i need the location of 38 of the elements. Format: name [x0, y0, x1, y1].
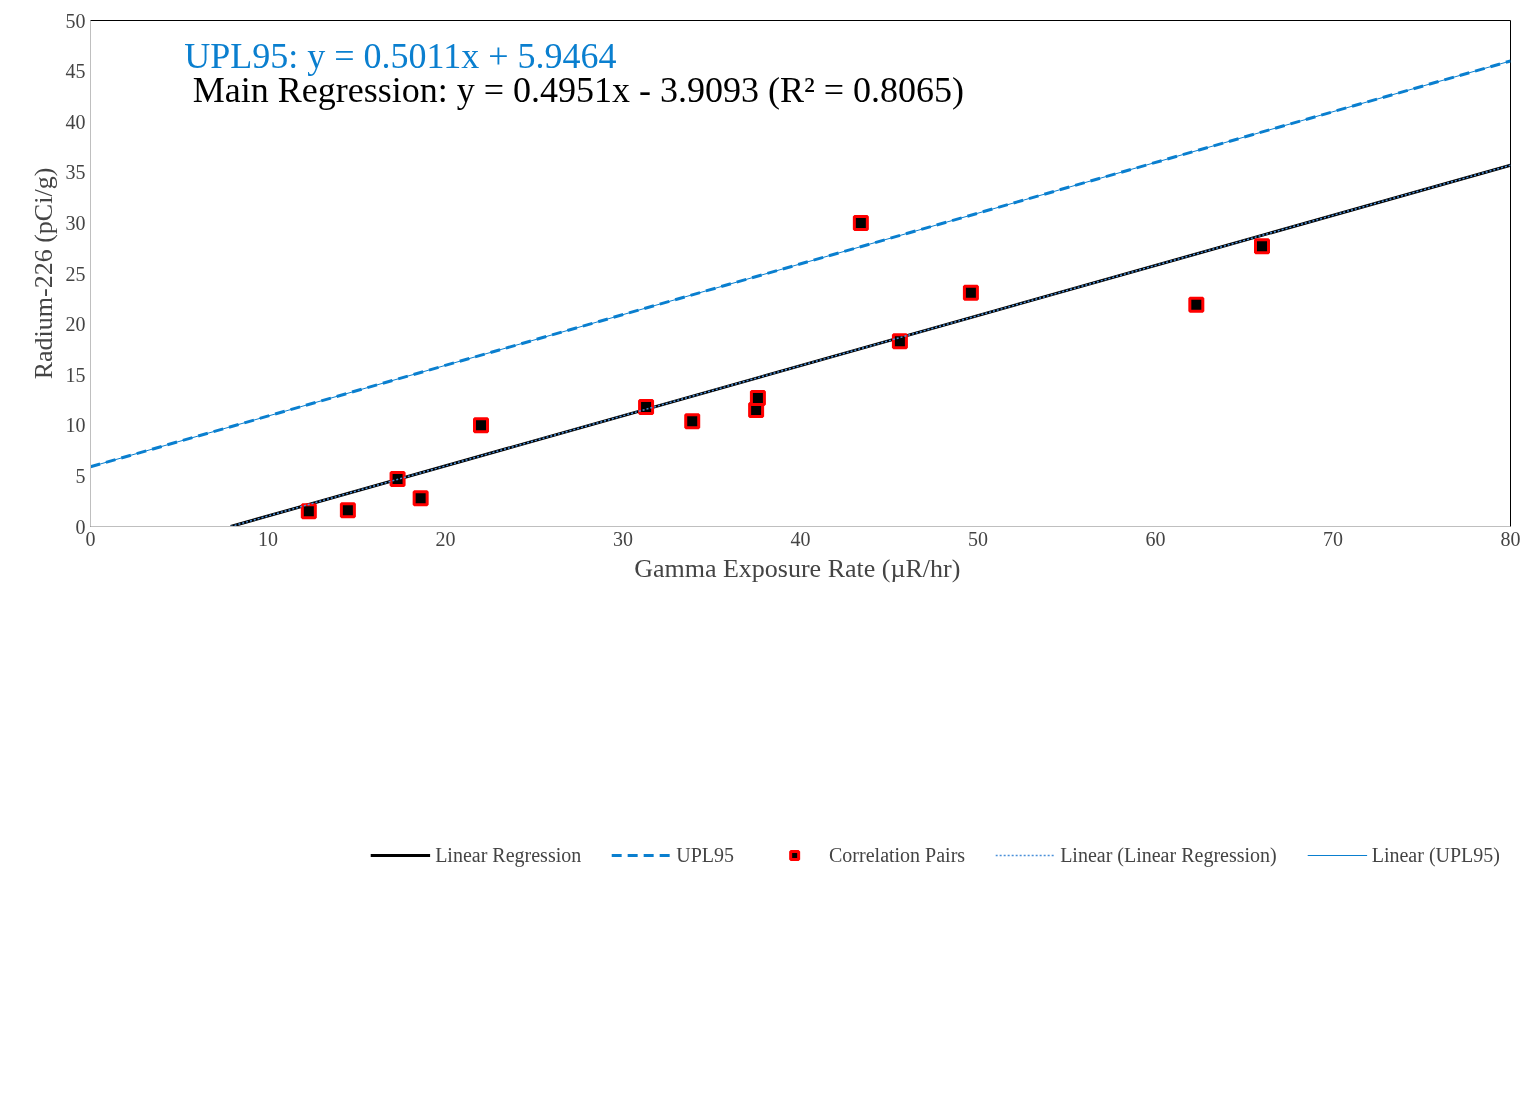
y-tick-label: 15 [65, 363, 86, 386]
x-tick-label: 50 [968, 527, 988, 550]
x-tick-label: 60 [1145, 527, 1166, 550]
x-tick-label: 70 [1323, 527, 1343, 550]
x-tick-label: 40 [790, 527, 811, 550]
x-axis-title: Gamma Exposure Rate (µR/hr) [634, 553, 961, 583]
point [300, 503, 317, 520]
y-tick-label: 35 [65, 161, 86, 184]
x-tick-label: 80 [1500, 527, 1521, 550]
point [684, 413, 701, 430]
point [749, 389, 766, 406]
y-axis-title: Radium-226 (pCi/g) [28, 167, 58, 380]
legend-label: Linear (Linear Regression) [1060, 843, 1277, 867]
x-tick-label: 10 [258, 527, 278, 550]
y-tick-label: 50 [65, 9, 86, 32]
point [1188, 296, 1205, 313]
y-tick-label: 30 [65, 211, 86, 234]
point [389, 470, 406, 487]
y-tick-label: 10 [65, 414, 86, 437]
point [962, 284, 979, 301]
y-tick-label: 25 [65, 262, 86, 285]
legend-label: Linear (UPL95) [1371, 843, 1500, 867]
y-tick-label: 45 [65, 60, 86, 83]
x-tick-label: 30 [613, 527, 633, 550]
point [1254, 238, 1270, 255]
y-tick-label: 40 [65, 110, 86, 133]
point [891, 333, 908, 350]
y-tick-label: 5 [75, 464, 86, 487]
point [852, 214, 869, 231]
point [412, 490, 429, 507]
legend-label: UPL95 [676, 843, 735, 867]
y-tick-label: 20 [65, 313, 86, 336]
point [638, 399, 655, 416]
legend-label: Linear Regression [435, 843, 582, 867]
point [473, 417, 489, 434]
point [339, 502, 356, 519]
x-tick-label: 20 [435, 527, 456, 550]
legend-label: Correlation Pairs [829, 843, 966, 867]
